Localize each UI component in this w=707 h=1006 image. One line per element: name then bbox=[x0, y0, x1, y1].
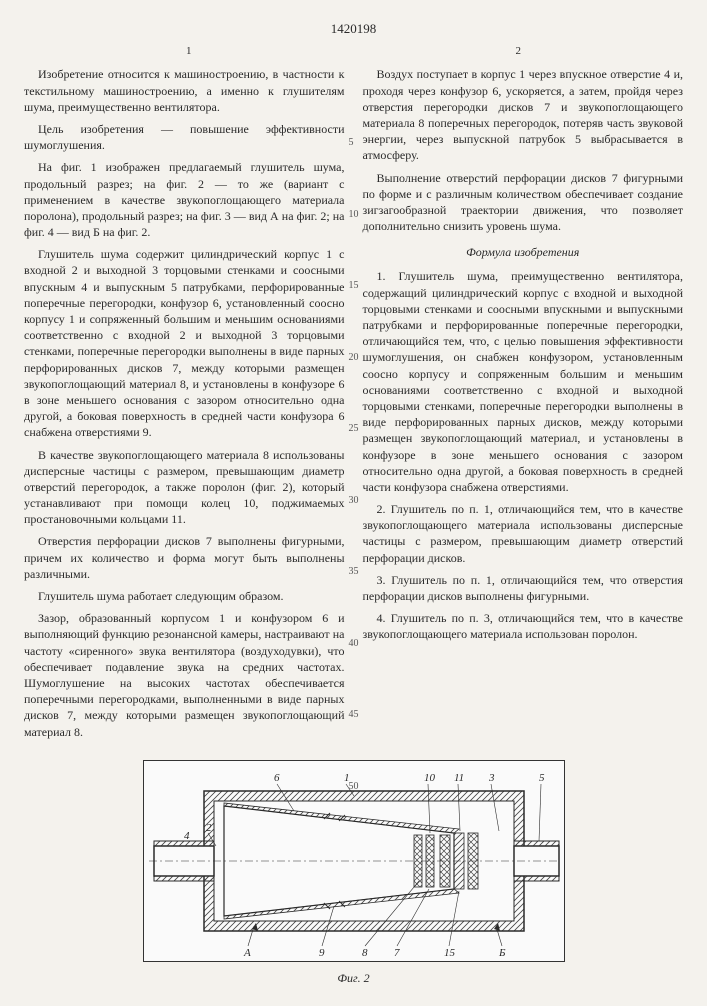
svg-text:9: 9 bbox=[319, 947, 325, 959]
svg-text:А: А bbox=[243, 947, 251, 959]
para: На фиг. 1 изображен предлагаемый глушите… bbox=[24, 159, 345, 240]
para: Воздух поступает в корпус 1 через впускн… bbox=[363, 66, 684, 163]
svg-text:3: 3 bbox=[488, 772, 495, 784]
ln: 50 bbox=[349, 780, 359, 794]
svg-text:5: 5 bbox=[539, 772, 545, 784]
page-right: 2 bbox=[516, 44, 522, 59]
svg-text:Б: Б bbox=[498, 947, 506, 959]
ln: 10 bbox=[349, 208, 359, 222]
line-numbers: 5 10 15 20 25 30 35 40 45 50 bbox=[349, 66, 359, 793]
para: Изобретение относится к машиностроению, … bbox=[24, 66, 345, 115]
right-column: Воздух поступает в корпус 1 через впускн… bbox=[363, 66, 684, 745]
svg-text:8: 8 bbox=[362, 947, 368, 959]
ln: 40 bbox=[349, 637, 359, 651]
ln: 15 bbox=[349, 279, 359, 293]
para: Глушитель шума работает следующим образо… bbox=[24, 588, 345, 604]
section-title: Формула изобретения bbox=[363, 244, 684, 260]
text-columns: 5 10 15 20 25 30 35 40 45 50 Изобретение… bbox=[24, 66, 683, 745]
para: В качестве звукопоглощающего материала 8… bbox=[24, 447, 345, 528]
claim: 3. Глушитель по п. 1, отличающийся тем, … bbox=[363, 572, 684, 604]
svg-text:6: 6 bbox=[274, 772, 280, 784]
ln: 5 bbox=[349, 136, 359, 150]
svg-text:2: 2 bbox=[206, 822, 212, 834]
para: Зазор, образованный корпусом 1 и конфузо… bbox=[24, 610, 345, 740]
para: Выполнение отверстий перфорации дисков 7… bbox=[363, 170, 684, 235]
page-left: 1 bbox=[186, 44, 192, 59]
para: Отверстия перфорации дисков 7 выполнены … bbox=[24, 533, 345, 582]
ln: 25 bbox=[349, 422, 359, 436]
claim: 2. Глушитель по п. 1, отличающийся тем, … bbox=[363, 501, 684, 566]
figure-container: 4 2 6 1 10 11 3 5 А 9 8 7 15 Б Фиг. 2 bbox=[24, 760, 683, 986]
svg-text:11: 11 bbox=[454, 772, 464, 784]
ln: 30 bbox=[349, 494, 359, 508]
claim: 1. Глушитель шума, преимущественно венти… bbox=[363, 268, 684, 495]
svg-text:15: 15 bbox=[444, 947, 456, 959]
svg-text:4: 4 bbox=[184, 830, 190, 842]
patent-number: 1420198 bbox=[24, 20, 683, 38]
para: Цель изобретения — повышение эффективнос… bbox=[24, 121, 345, 153]
page-numbers-row: 1 2 bbox=[24, 44, 683, 59]
ln: 20 bbox=[349, 351, 359, 365]
figure-label: Фиг. 2 bbox=[24, 970, 683, 986]
left-column: Изобретение относится к машиностроению, … bbox=[24, 66, 345, 745]
claim: 4. Глушитель по п. 3, отличающийся тем, … bbox=[363, 610, 684, 642]
ln: 45 bbox=[349, 708, 359, 722]
ln: 35 bbox=[349, 565, 359, 579]
svg-text:7: 7 bbox=[394, 947, 400, 959]
para: Глушитель шума содержит цилиндрический к… bbox=[24, 246, 345, 440]
svg-text:10: 10 bbox=[424, 772, 436, 784]
